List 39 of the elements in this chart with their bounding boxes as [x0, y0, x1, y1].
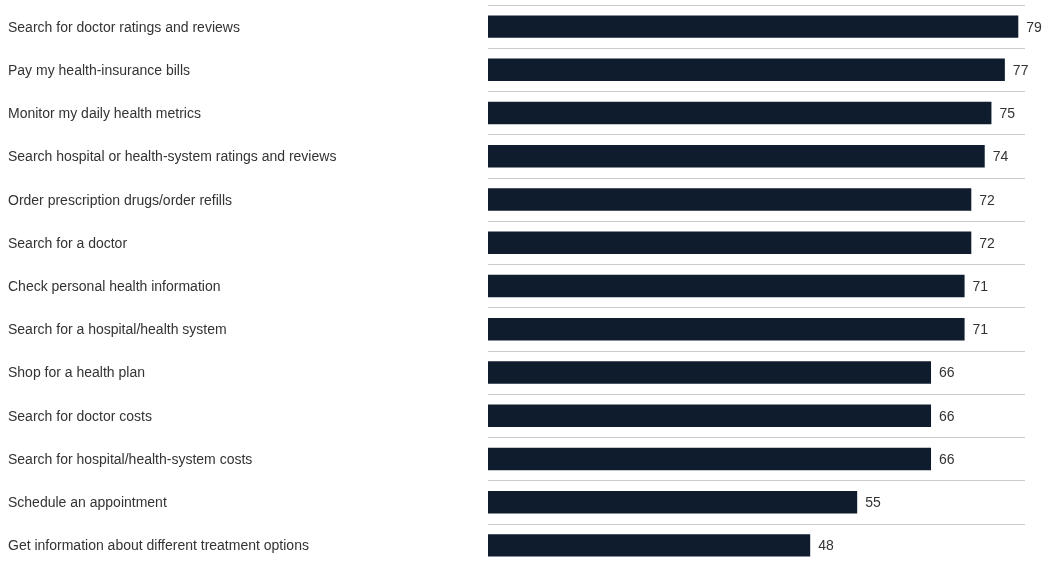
y-tick-label: Search for doctor costs — [8, 407, 152, 424]
data-label: 48 — [818, 537, 834, 554]
y-tick-label: Schedule an appointment — [8, 494, 167, 511]
data-label: 71 — [972, 278, 989, 294]
bar — [488, 15, 1019, 38]
bar — [488, 317, 965, 341]
y-tick-label: Get information about different treatment options — [8, 537, 309, 554]
data-label: 77 — [1012, 61, 1029, 78]
data-label: 72 — [979, 234, 996, 251]
bar — [488, 534, 811, 557]
bar — [488, 361, 932, 384]
bar — [488, 188, 972, 211]
bar — [488, 145, 985, 168]
data-label: 75 — [999, 105, 1016, 122]
bar — [488, 274, 965, 298]
data-label: 66 — [939, 364, 955, 381]
y-tick-label: Search for hospital/health-system costs — [8, 450, 253, 467]
data-label: 66 — [939, 407, 955, 424]
data-label: 72 — [979, 191, 996, 208]
bar — [488, 490, 858, 514]
bar — [488, 447, 932, 471]
y-tick-label: Search for a doctor — [8, 234, 128, 251]
y-tick-label: Check personal health information — [8, 278, 221, 294]
y-tick-label: Order prescription drugs/order refills — [8, 191, 233, 208]
data-label: 79 — [1026, 18, 1043, 35]
y-tick-label: Shop for a health plan — [8, 364, 145, 381]
y-tick-label: Pay my health-insurance bills — [8, 61, 191, 78]
y-tick-label: Monitor my daily health metrics — [8, 105, 201, 122]
bar — [488, 58, 1005, 82]
y-tick-label: Search for doctor ratings and reviews — [8, 18, 240, 35]
y-tick-label: Search hospital or health-system ratings and reviews — [8, 148, 337, 165]
data-label: 71 — [972, 321, 989, 338]
data-label: 74 — [992, 148, 1009, 165]
bar — [488, 101, 992, 125]
bar — [488, 231, 972, 255]
y-tick-label: Search for a hospital/health system — [8, 321, 227, 338]
bar — [488, 404, 932, 427]
data-label: 55 — [865, 494, 881, 511]
data-label: 66 — [939, 450, 955, 467]
